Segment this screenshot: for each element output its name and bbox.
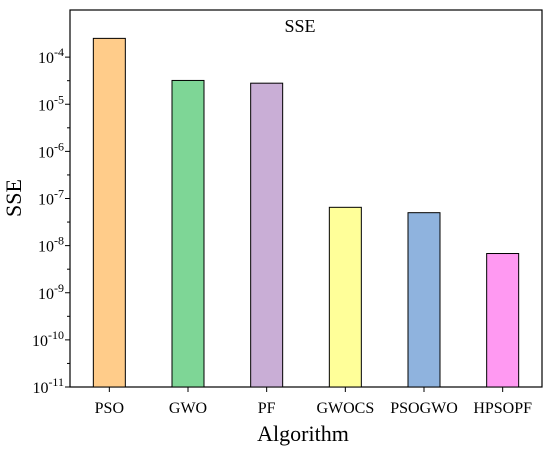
y-tick-label: 10-6 [38,139,64,161]
bars [92,37,520,388]
y-tick-label: 10-9 [38,281,64,303]
plot-frame [69,9,543,388]
bar-psogwo [407,212,441,388]
x-tick-label: GWOCS [316,400,374,417]
y-tick-label: 10-5 [38,92,64,114]
y-axis-title: SSE [1,179,26,217]
y-tick-label: 10-7 [38,187,64,209]
bar-gwocs [328,206,362,388]
x-tick-label: PSOGWO [390,400,458,417]
y-tick-label: 10-4 [38,45,64,67]
y-tick-label: 10-8 [38,234,64,256]
x-tick-label: PF [258,400,276,417]
x-axis-title: Algorithm [257,421,349,446]
bar-pf [250,82,284,388]
bar-pso [92,37,126,388]
x-axis-ticks: PSO GWO PF GWOCS PSOGWO HPSOPF [95,387,532,417]
x-tick-label: PSO [95,400,124,417]
y-tick-label: 10-11 [32,375,64,397]
bar-gwo [171,79,205,388]
chart-title: SSE [284,16,315,36]
y-tick-label: 10-10 [32,328,64,350]
x-tick-label: HPSOPF [473,400,532,417]
y-axis-ticks: 10-11 10-10 10-9 10-8 10-7 10-6 10-5 10-4 [32,45,70,397]
x-tick-label: GWO [169,400,207,417]
bar-hpsopf [486,253,520,388]
